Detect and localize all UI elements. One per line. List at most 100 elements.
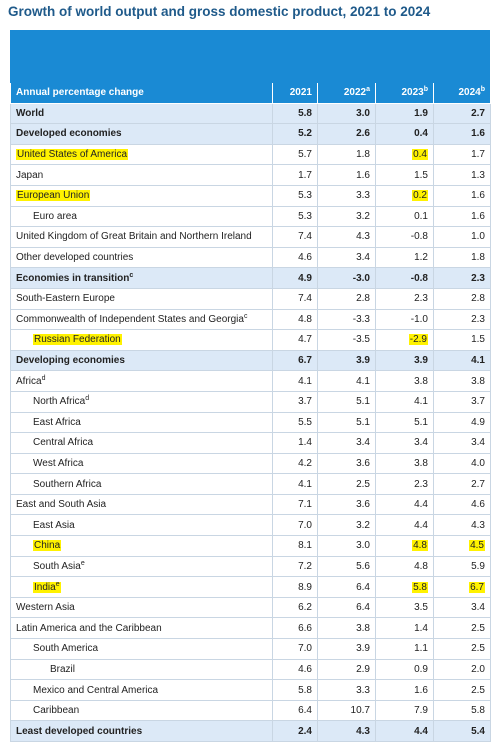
- value-cell: 4.8: [375, 555, 434, 578]
- value: 6.4: [356, 602, 370, 614]
- value-cell: 4.4: [375, 514, 434, 537]
- value: 2.5: [471, 622, 485, 634]
- value-cell: -2.9: [375, 329, 434, 351]
- value: 5.3: [298, 210, 312, 222]
- value-cell: 5.2: [272, 123, 318, 145]
- value: 3.7: [471, 396, 485, 408]
- value: 2.3: [414, 478, 428, 490]
- value-cell: 1.7: [272, 164, 318, 186]
- value: 5.5: [298, 416, 312, 428]
- table-row: Japan 1.7 1.6 1.5 1.3: [10, 164, 491, 186]
- table-row: European Union 5.3 3.3 0.2 1.6: [10, 184, 491, 207]
- header-text: 2023: [401, 87, 424, 99]
- label-text: Euro area: [33, 210, 77, 222]
- value: 4.6: [298, 252, 312, 264]
- table-row: Brazil 4.6 2.9 0.9 2.0: [10, 658, 491, 681]
- value-cell: 0.9: [375, 658, 434, 681]
- value: 2.9: [356, 663, 370, 675]
- value: 4.1: [414, 396, 428, 408]
- value-cell: 1.6: [375, 679, 434, 701]
- value: 1.9: [414, 107, 428, 119]
- table-row: United Kingdom of Great Britain and Nort…: [10, 226, 491, 248]
- label-text: Mexico and Central America: [33, 684, 159, 696]
- value-cell: 3.0: [317, 535, 376, 557]
- value-cell: 4.1: [272, 370, 318, 392]
- value: 7.9: [414, 705, 428, 717]
- highlight: 0.2: [412, 190, 428, 202]
- value-cell: 5.4: [433, 720, 491, 742]
- label-text: Central Africa: [33, 437, 94, 449]
- value: 2.3: [471, 272, 485, 284]
- column-header: 2024b: [433, 83, 491, 104]
- footnote-mark: b: [423, 86, 428, 94]
- highlight: China: [33, 540, 62, 552]
- value: 4.2: [298, 457, 312, 469]
- highlight: 4.8: [412, 540, 428, 552]
- value: 5.4: [471, 725, 485, 737]
- table-row: Caribbean 6.4 10.7 7.9 5.8: [10, 699, 491, 722]
- value-cell: 4.0: [433, 452, 491, 475]
- value: 4.4: [414, 725, 428, 737]
- value-cell: 0.4: [375, 143, 434, 166]
- value: 8.1: [298, 540, 312, 552]
- row-label: West Africa: [10, 452, 273, 475]
- value-cell: 10.7: [317, 699, 376, 722]
- value: -2.9: [409, 334, 427, 346]
- value-cell: 3.8: [317, 617, 376, 640]
- value: 3.0: [356, 540, 370, 552]
- value: 6.4: [298, 705, 312, 717]
- value-cell: 6.7: [272, 349, 318, 372]
- value: 7.0: [298, 519, 312, 531]
- row-label: Southern Africa: [10, 473, 273, 495]
- value-cell: 2.5: [433, 617, 491, 640]
- footnote-mark: c: [129, 271, 134, 279]
- row-label: Least developed countries: [10, 720, 273, 742]
- value-cell: 4.1: [375, 390, 434, 413]
- value: -3.0: [352, 272, 370, 284]
- value: 3.2: [356, 210, 370, 222]
- value-cell: 1.5: [375, 164, 434, 186]
- table-row: Euro area 5.3 3.2 0.1 1.6: [10, 205, 491, 228]
- value-cell: 7.9: [375, 699, 434, 722]
- value-cell: 7.4: [272, 226, 318, 248]
- row-label: Russian Federation: [10, 329, 273, 351]
- label-text: Caribbean: [33, 705, 80, 717]
- value: 1.2: [414, 252, 428, 264]
- value: 4.3: [356, 725, 370, 737]
- value: -3.5: [352, 334, 370, 346]
- value: 5.3: [298, 190, 312, 202]
- table-row: Africad 4.1 4.1 3.8 3.8: [10, 370, 491, 392]
- label-text: United Kingdom of Great Britain and Nort…: [16, 231, 252, 243]
- row-label: Japan: [10, 164, 273, 186]
- value-cell: 1.8: [433, 246, 491, 269]
- value-cell: -0.8: [375, 267, 434, 289]
- row-label: Latin America and the Caribbean: [10, 617, 273, 640]
- value-cell: 1.5: [433, 329, 491, 351]
- value-cell: 4.5: [433, 535, 491, 557]
- value-cell: 3.7: [272, 390, 318, 413]
- value: 2.0: [471, 663, 485, 675]
- value-cell: 7.2: [272, 555, 318, 578]
- value-cell: 2.5: [433, 679, 491, 701]
- row-label: Commonwealth of Independent States and G…: [10, 308, 273, 331]
- value: 3.9: [356, 355, 370, 367]
- label-text: Latin America and the Caribbean: [16, 622, 162, 634]
- row-label: South-Eastern Europe: [10, 287, 273, 310]
- value-cell: 1.4: [375, 617, 434, 640]
- value: 1.1: [414, 643, 428, 655]
- value: 3.5: [414, 602, 428, 614]
- value-cell: 7.0: [272, 638, 318, 660]
- value: 2.6: [356, 128, 370, 140]
- table-row: China 8.1 3.0 4.8 4.5: [10, 535, 491, 557]
- value-cell: 4.9: [433, 411, 491, 434]
- value: 7.4: [298, 293, 312, 305]
- label-text: Least developed countries: [16, 725, 143, 737]
- value-cell: 3.4: [317, 432, 376, 454]
- column-header: 2022a: [317, 83, 376, 104]
- table-row: Latin America and the Caribbean 6.6 3.8 1.4…: [10, 617, 491, 640]
- value-cell: 3.4: [433, 596, 491, 619]
- footnote-mark: e: [80, 559, 85, 567]
- value-cell: 4.8: [375, 535, 434, 557]
- value-cell: 2.7: [433, 473, 491, 495]
- table-row: East Africa 5.5 5.1 5.1 4.9: [10, 411, 491, 434]
